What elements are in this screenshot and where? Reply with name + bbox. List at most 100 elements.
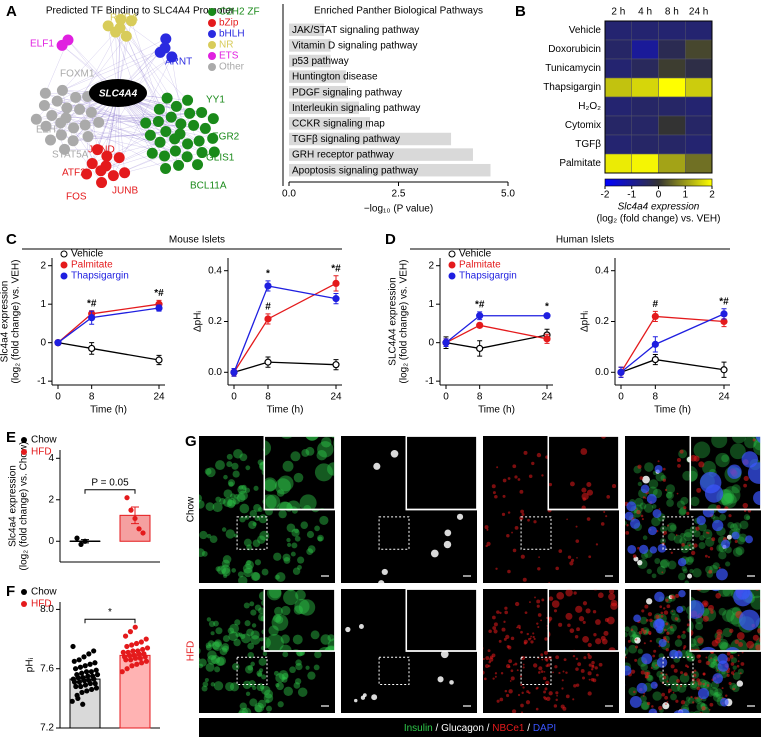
- stain: [665, 491, 673, 499]
- stain: [276, 489, 285, 497]
- colorbar-label: Slc4a4 expression: [618, 202, 700, 213]
- stain: [286, 537, 291, 543]
- stain: [765, 646, 768, 652]
- stain: [709, 702, 714, 707]
- stain: [514, 601, 520, 607]
- stain: [679, 673, 690, 683]
- heat-cell: [658, 58, 686, 79]
- chart-title: Enriched Panther Biological Pathways: [314, 6, 483, 17]
- x-axis-label: −log₁₀ (P value): [364, 204, 433, 215]
- stain: [761, 573, 768, 594]
- stain: [485, 656, 490, 661]
- stain: [531, 461, 535, 466]
- stain: [657, 543, 667, 553]
- stain: [314, 650, 322, 659]
- group-title: Human Islets: [556, 235, 614, 246]
- stain: [639, 544, 649, 555]
- stain: [595, 543, 599, 546]
- stain: [266, 712, 271, 713]
- stain: [697, 688, 710, 700]
- stain: [707, 531, 710, 535]
- stain: [696, 380, 714, 398]
- colorbar: [604, 178, 713, 187]
- data-point: [140, 530, 146, 536]
- stain: [323, 645, 335, 651]
- stain: [306, 530, 315, 539]
- stain: [476, 516, 482, 522]
- stain: [603, 510, 606, 514]
- stain: [733, 522, 742, 531]
- edge: [126, 36, 188, 101]
- legend-label: HFD: [31, 599, 52, 610]
- panel-letter: F: [6, 583, 15, 600]
- stain: [725, 561, 731, 567]
- stain: [266, 705, 273, 712]
- stain: [553, 609, 558, 613]
- stain: [610, 419, 615, 424]
- stain: [516, 669, 519, 672]
- stain: [536, 599, 541, 604]
- tf-node: [161, 92, 173, 104]
- stain: [649, 639, 653, 643]
- stain: [682, 568, 688, 574]
- stain: [239, 453, 248, 462]
- zoom-region: [520, 656, 552, 685]
- heat-cell: [658, 115, 686, 136]
- stain: [282, 460, 294, 472]
- stain: [533, 520, 537, 524]
- stain: [278, 501, 293, 510]
- stain: [567, 623, 571, 628]
- stain: [621, 536, 625, 540]
- inset-frame: [263, 436, 335, 511]
- stain: [574, 635, 579, 639]
- stain: [318, 646, 333, 651]
- stain: [562, 670, 565, 673]
- stain: [492, 615, 496, 620]
- stain: [732, 547, 743, 557]
- stain: [655, 614, 660, 620]
- tf-node: [56, 39, 68, 51]
- stain: [658, 639, 667, 648]
- stain: [644, 497, 647, 499]
- stain: [666, 499, 674, 507]
- stain: [334, 589, 335, 591]
- stain: [294, 678, 302, 685]
- data-point: [78, 541, 84, 547]
- stain: [684, 556, 694, 566]
- data-point: [91, 648, 97, 654]
- stain: [263, 714, 267, 718]
- stain: [222, 635, 230, 643]
- stain: [736, 664, 740, 668]
- stain: [716, 568, 728, 581]
- stain: [693, 681, 695, 684]
- stain: [548, 582, 551, 583]
- stain: [690, 656, 695, 662]
- stain: [713, 692, 719, 698]
- stain: [199, 647, 201, 655]
- stain: [237, 484, 247, 495]
- stain: [633, 614, 642, 623]
- stain: [707, 504, 719, 510]
- inset-frame: [547, 589, 619, 652]
- stain: [221, 645, 229, 653]
- stain: [499, 697, 504, 702]
- stain: [545, 680, 550, 686]
- edge: [62, 47, 166, 91]
- stain: [613, 418, 619, 424]
- stain: [650, 667, 653, 669]
- stain: [247, 642, 255, 650]
- y-axis-label: (log₂ (fold change) vs. VEH): [11, 260, 22, 384]
- data-point: [77, 664, 84, 670]
- stain: [665, 622, 669, 626]
- stain: [669, 524, 677, 531]
- stain: [576, 627, 580, 632]
- stain: [288, 506, 298, 510]
- center-label: SLC4A4: [99, 89, 138, 100]
- stain: [273, 552, 282, 561]
- heat-cell: [631, 39, 659, 60]
- stain: [761, 552, 768, 563]
- stain: [291, 528, 300, 537]
- stain: [540, 403, 543, 406]
- stain: [221, 559, 230, 568]
- heat-cell: [685, 96, 713, 117]
